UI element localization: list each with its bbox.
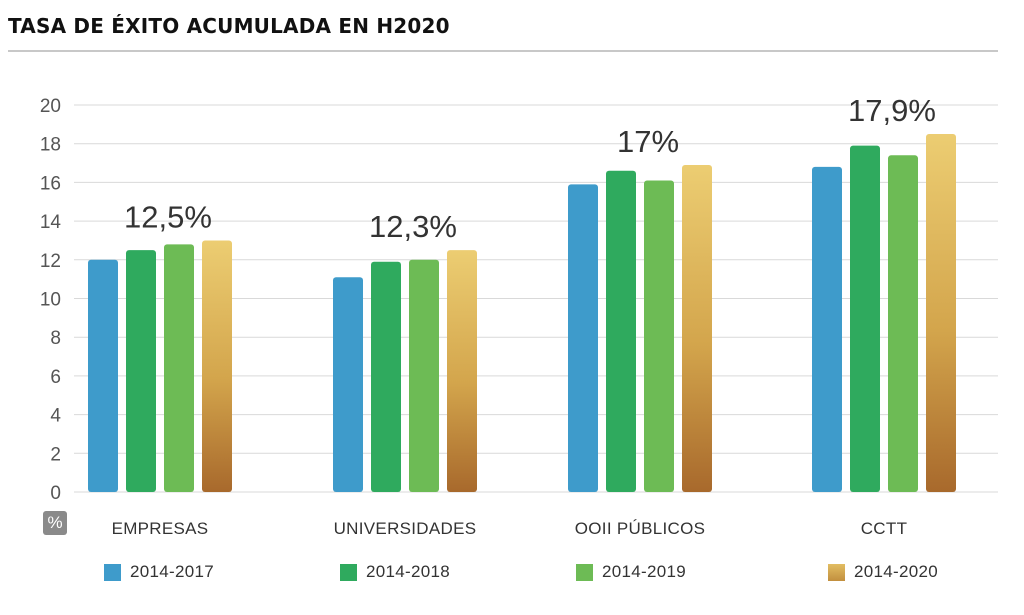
x-category-label: UNIVERSIDADES — [334, 519, 477, 538]
bar — [333, 277, 363, 492]
legend-swatch — [340, 563, 357, 581]
group-annotation: 17,9% — [848, 93, 936, 128]
legend-item: 2014-2018 — [340, 560, 450, 584]
bar — [644, 180, 674, 492]
legend-label: 2014-2020 — [854, 562, 938, 581]
legend-swatch — [576, 563, 593, 581]
legend-label: 2014-2017 — [130, 562, 214, 581]
bar — [606, 170, 636, 493]
y-tick-label: 14 — [40, 212, 62, 233]
legend: 2014-2017 2014-2018 2014-2019 2014-2020 — [0, 560, 1024, 584]
y-tick-label: 6 — [50, 367, 61, 388]
group-annotation: 12,5% — [124, 199, 212, 234]
y-tick-label: 18 — [40, 135, 61, 156]
y-tick-label: 8 — [50, 328, 61, 349]
chart-title: TASA DE ÉXITO ACUMULADA EN H2020 — [8, 14, 450, 38]
bar — [850, 145, 880, 492]
y-tick-label: 2 — [50, 444, 61, 465]
bar — [371, 261, 401, 492]
bar — [202, 240, 232, 492]
legend-item: 2014-2017 — [104, 560, 214, 584]
title-divider — [8, 50, 998, 52]
bar — [88, 259, 118, 492]
legend-swatch — [828, 563, 845, 581]
bar — [164, 244, 194, 492]
bar — [126, 250, 156, 492]
bar — [812, 166, 842, 493]
group-annotations: 12,5% 12,3% 17% 17,9% — [124, 93, 936, 244]
group-annotation: 17% — [617, 124, 679, 159]
y-tick-label: 12 — [40, 251, 61, 272]
y-tick-label: 0 — [50, 483, 61, 504]
x-axis-labels: EMPRESAS UNIVERSIDADES OOII PÚBLICOS CCTT — [112, 519, 908, 538]
x-category-label: OOII PÚBLICOS — [575, 519, 706, 538]
bar — [926, 134, 956, 492]
bar — [888, 155, 918, 492]
y-tick-label: 4 — [50, 406, 61, 427]
bar — [568, 184, 598, 492]
legend-item: 2014-2019 — [576, 560, 686, 584]
group-annotation: 12,3% — [369, 209, 457, 244]
y-tick-label: 10 — [40, 290, 61, 311]
y-axis-ticks: 0 2 4 6 8 10 12 14 16 18 20 — [40, 96, 62, 504]
unit-badge: % — [43, 511, 67, 535]
legend-label: 2014-2018 — [366, 562, 450, 581]
legend-label: 2014-2019 — [602, 562, 686, 581]
legend-item: 2014-2020 — [828, 560, 938, 584]
legend-swatch — [104, 563, 121, 581]
x-category-label: EMPRESAS — [112, 519, 209, 538]
bars — [88, 134, 956, 493]
bar — [682, 164, 712, 493]
bar — [447, 250, 477, 492]
y-tick-label: 16 — [40, 173, 61, 194]
y-tick-label: 20 — [40, 96, 61, 117]
x-category-label: CCTT — [861, 519, 908, 538]
bar — [409, 259, 439, 492]
